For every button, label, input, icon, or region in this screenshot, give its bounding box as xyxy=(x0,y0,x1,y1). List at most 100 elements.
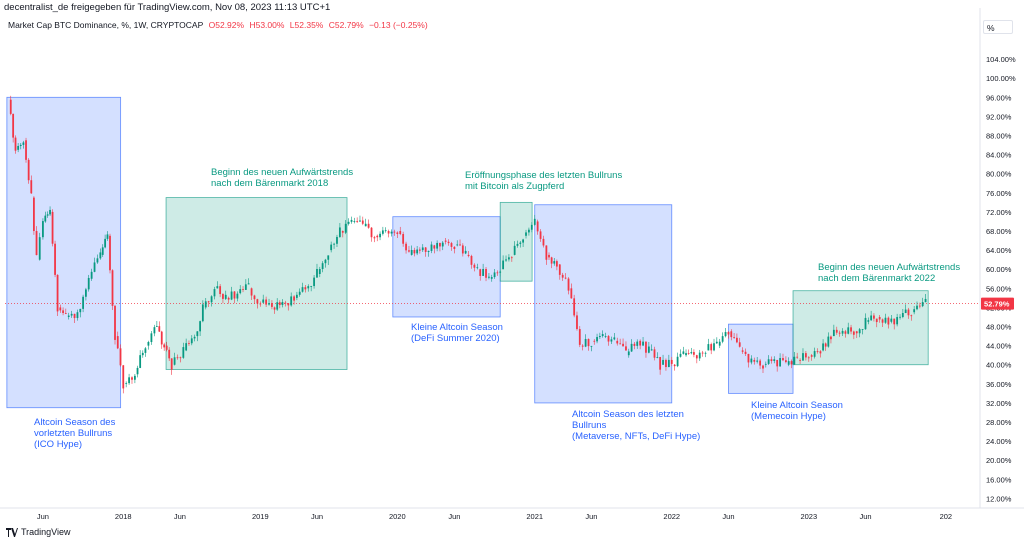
attribution-text: decentralist_de freigegeben für TradingV… xyxy=(4,2,331,13)
candle-body xyxy=(447,241,450,244)
candle-body xyxy=(353,221,356,222)
candle-body xyxy=(402,234,405,244)
candle-body xyxy=(87,277,90,290)
candle-body xyxy=(736,337,738,343)
annotation-line: nach dem Bärenmarkt 2022 xyxy=(818,273,935,284)
candle-body xyxy=(516,243,519,246)
candle-body xyxy=(924,298,927,303)
candle-body xyxy=(44,215,47,222)
candle-body xyxy=(613,337,616,340)
candle-body xyxy=(718,341,721,346)
annotation-line: (ICO Hype) xyxy=(34,439,82,450)
candle-body xyxy=(633,343,636,346)
y-tick-label: 68.00% xyxy=(986,227,1012,236)
candle-body xyxy=(173,357,176,365)
candle-body xyxy=(804,353,807,358)
x-tick-label: 2023 xyxy=(800,512,817,521)
candle-body xyxy=(799,359,801,361)
candle-body xyxy=(467,254,470,256)
candle-body xyxy=(730,331,733,338)
candle-body xyxy=(67,315,70,317)
x-tick-label: Jun xyxy=(448,512,460,521)
candle-body xyxy=(813,351,816,357)
candle-body xyxy=(679,353,682,357)
annotation-line: mit Bitcoin als Zugpferd xyxy=(465,181,564,192)
candle-body xyxy=(713,343,715,351)
candle-body xyxy=(744,351,747,354)
y-tick-label: 88.00% xyxy=(986,132,1012,141)
candle-body xyxy=(347,221,350,224)
candle-body xyxy=(379,233,381,238)
candle-body xyxy=(318,269,321,274)
candle-body xyxy=(607,336,610,342)
candle-body xyxy=(884,317,887,323)
candle-body xyxy=(204,301,207,308)
candle-body xyxy=(619,343,622,345)
candle-body xyxy=(46,214,49,216)
candle-body xyxy=(875,318,878,323)
brand-label: TradingView xyxy=(21,527,71,537)
candle-body xyxy=(79,308,82,313)
candle-body xyxy=(787,361,790,365)
y-tick-label: 64.00% xyxy=(986,246,1012,255)
y-tick-label: 60.00% xyxy=(986,265,1012,274)
candle-body xyxy=(104,238,107,248)
candle-body xyxy=(802,353,804,361)
candle-body xyxy=(54,243,56,275)
candle-body xyxy=(59,307,62,311)
candle-body xyxy=(147,342,150,346)
candle-body xyxy=(199,321,202,332)
candle-body xyxy=(295,294,298,298)
candle-body xyxy=(496,272,499,274)
candle-body xyxy=(707,344,710,351)
candle-body xyxy=(796,356,799,358)
candle-body xyxy=(224,294,227,299)
candle-body xyxy=(459,244,461,246)
candle-body xyxy=(645,341,647,353)
candle-body xyxy=(399,231,402,235)
candle-body xyxy=(367,223,370,228)
candle-body xyxy=(114,305,116,340)
candle-body xyxy=(242,289,244,290)
y-tick-label: 16.00% xyxy=(986,475,1012,484)
candle-body xyxy=(698,352,701,359)
candle-body xyxy=(101,247,104,255)
tradingview-logo-icon xyxy=(6,527,18,537)
candle-body xyxy=(119,348,122,366)
candle-body xyxy=(430,244,433,251)
candle-body xyxy=(150,333,153,343)
candle-body xyxy=(373,237,376,239)
x-tick-label: Jun xyxy=(174,512,186,521)
candle-body xyxy=(93,262,96,272)
green-zone-rect xyxy=(165,197,348,370)
x-tick-label: Jun xyxy=(722,512,734,521)
candle-body xyxy=(307,286,310,289)
y-tick-label: 76.00% xyxy=(986,189,1012,198)
candle-body xyxy=(90,271,93,279)
unit-toggle-button[interactable]: % xyxy=(983,20,1013,34)
candle-body xyxy=(738,342,741,347)
candle-body xyxy=(207,301,210,303)
annotation-text: Beginn des neuen Aufwärtstrends nach dem … xyxy=(211,167,353,189)
candle-body xyxy=(539,231,542,239)
candle-body xyxy=(450,243,453,247)
candle-body xyxy=(413,249,416,254)
candle-body xyxy=(816,351,819,352)
candle-body xyxy=(128,377,130,384)
candle-body xyxy=(578,329,581,345)
candle-body xyxy=(533,218,536,225)
candle-body xyxy=(27,159,30,181)
candle-body xyxy=(236,293,239,299)
x-tick-label: Jun xyxy=(585,512,597,521)
candle-body xyxy=(25,140,27,160)
candle-body xyxy=(750,358,753,363)
candle-body xyxy=(715,341,718,344)
candle-body xyxy=(381,230,384,234)
y-tick-label: 72.00% xyxy=(986,208,1012,217)
candle-body xyxy=(276,302,279,310)
candle-body xyxy=(14,137,17,151)
candle-body xyxy=(56,274,59,312)
candle-body xyxy=(216,286,219,289)
candle-body xyxy=(310,286,313,287)
